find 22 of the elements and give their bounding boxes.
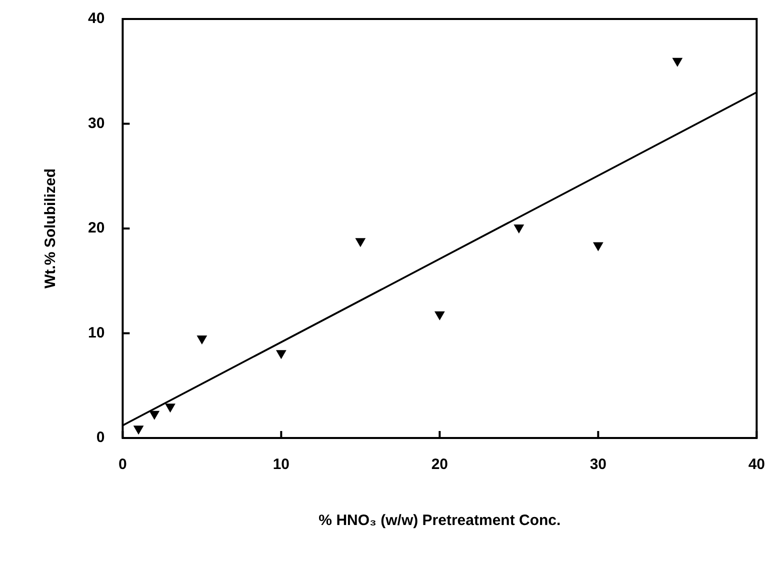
x-tick-label: 40 (748, 456, 765, 474)
point (434, 311, 445, 320)
x-tick-label: 10 (272, 456, 290, 474)
point (276, 350, 286, 360)
y-axis-title: Wt.% Solubilized (42, 168, 60, 288)
y-tick-label: 20 (88, 220, 105, 237)
point (355, 238, 366, 248)
x-axis-title: % HNO₃ (w/w) Pretreatment Conc. (318, 512, 561, 530)
x-tick-label: 0 (118, 456, 127, 474)
x-tick-label: 30 (590, 456, 607, 474)
y-tick-label: 40 (88, 10, 105, 28)
y-tick-label: 30 (88, 114, 105, 132)
point (592, 242, 604, 252)
point (165, 404, 176, 413)
point (196, 335, 208, 344)
y-tick-label: 10 (88, 324, 105, 342)
point (672, 58, 683, 67)
point (149, 410, 160, 420)
point (133, 426, 144, 435)
y-tick-label: 0 (96, 429, 105, 446)
point (514, 224, 524, 234)
x-tick-label: 20 (431, 456, 448, 474)
